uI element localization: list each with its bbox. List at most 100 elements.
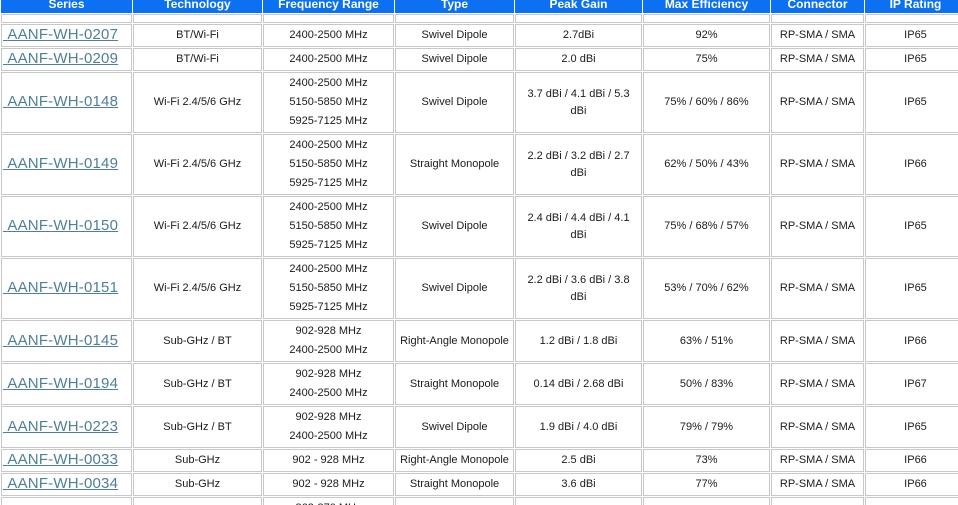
cell-technology: BT/Wi-Fi: [133, 48, 262, 71]
cell-ip-rating: IP66: [865, 134, 958, 195]
cropped-cell: [1, 14, 132, 23]
cell-ip-rating: IP66: [865, 473, 958, 496]
cell-frequency-range: 2400-2500 MHz 5150-5850 MHz 5925-7125 MHz: [263, 258, 394, 319]
cell-series: AANF-WH-0149: [1, 134, 132, 195]
table-header-row: Series Technology Frequency Range Type Peak …: [1, 0, 958, 13]
series-link[interactable]: AANF-WH-0194: [7, 374, 119, 392]
frequency-line: 2400-2500 MHz: [289, 201, 368, 213]
cell-peak-gain: 0.14 dBi / 2.68 dBi: [515, 363, 642, 405]
cell-technology: Wi-Fi 2.4/5/6 GHz: [133, 258, 262, 319]
series-link[interactable]: AANF-WH-0223: [7, 417, 119, 435]
cell-peak-gain: 1.3 dBi / 1.8 dBi: [515, 497, 642, 505]
cell-peak-gain: 1.9 dBi / 4.0 dBi: [515, 406, 642, 448]
frequency-line: 5925-7125 MHz: [289, 301, 368, 313]
cell-connector: RP-SMA / SMA: [771, 449, 864, 472]
cell-max-efficiency: 73%: [643, 449, 770, 472]
cell-connector: RP-SMA / SMA: [771, 196, 864, 257]
frequency-line: 5925-7125 MHz: [289, 115, 368, 127]
cell-connector: RP-SMA / SMA: [771, 473, 864, 496]
cell-max-efficiency: 63% / 51%: [643, 320, 770, 362]
cropped-cell: [133, 14, 262, 23]
frequency-line: 902 - 928 MHz: [292, 454, 365, 466]
cell-peak-gain: 2.7dBi: [515, 24, 642, 47]
cell-frequency-range: 902-928 MHz 2400-2500 MHz: [263, 406, 394, 448]
cell-ip-rating: IP65: [865, 258, 958, 319]
cell-technology: Wi-Fi 2.4/5/6 GHz: [133, 134, 262, 195]
cell-max-efficiency: 75% / 60% / 86%: [643, 72, 770, 133]
cell-series: AANF-WH-0148: [1, 72, 132, 133]
column-header-peak_gain: Peak Gain: [515, 0, 642, 13]
cell-peak-gain: 2.4 dBi / 4.4 dBi / 4.1 dBi: [515, 196, 642, 257]
cell-frequency-range: 902-928 MHz 2400-2500 MHz: [263, 363, 394, 405]
cell-max-efficiency: 62% / 50% / 43%: [643, 134, 770, 195]
frequency-line: 5150-5850 MHz: [289, 220, 368, 232]
cell-ip-rating: IP65: [865, 497, 958, 505]
column-header-type: Type: [395, 0, 514, 13]
frequency-line: 2400-2500 MHz: [289, 77, 368, 89]
table-row: AANF-WH-0148 Wi-Fi 2.4/5/6 GHz 2400-2500 M…: [1, 72, 958, 133]
cell-series: AANF-WH-0145: [1, 320, 132, 362]
cropped-cell: [263, 14, 394, 23]
cell-ip-rating: IP66: [865, 449, 958, 472]
frequency-line: 5925-7125 MHz: [289, 239, 368, 251]
cell-technology: Sub-GHz / BT: [133, 363, 262, 405]
cell-max-efficiency: 92%: [643, 24, 770, 47]
series-link[interactable]: AANF-WH-0033: [7, 451, 119, 468]
frequency-line: 902-928 MHz: [295, 411, 362, 423]
cell-max-efficiency: 75%: [643, 48, 770, 71]
cell-type: Straight Monopole: [395, 363, 514, 405]
frequency-line: 5150-5850 MHz: [289, 96, 368, 108]
cell-series: AANF-WH-0033: [1, 449, 132, 472]
column-header-connector: Connector: [771, 0, 864, 13]
cell-ip-rating: IP65: [865, 48, 958, 71]
series-link[interactable]: AANF-WH-0148: [7, 93, 119, 110]
cell-ip-rating: IP67: [865, 363, 958, 405]
cell-type: Swivel Dipole: [395, 406, 514, 448]
cell-technology: BT/Wi-Fi: [133, 24, 262, 47]
cell-ip-rating: IP65: [865, 72, 958, 133]
table-row: AANF-WH-0034 Sub-GHz 902 - 928 MHz Straight…: [1, 473, 958, 496]
cell-connector: RP-SMA / SMA: [771, 24, 864, 47]
series-link[interactable]: AANF-WH-0209: [7, 50, 119, 67]
cell-max-efficiency: 79% / 79%: [643, 406, 770, 448]
cell-frequency-range: 2400-2500 MHz: [263, 48, 394, 71]
cell-connector: RP-SMA / SMA: [771, 72, 864, 133]
series-link[interactable]: AANF-WH-0151: [7, 279, 119, 296]
cell-peak-gain: 3.6 dBi: [515, 473, 642, 496]
frequency-line: 902-928 MHz: [295, 325, 362, 337]
series-link[interactable]: AANF-WH-0150: [7, 217, 119, 234]
cell-peak-gain: 2.5 dBi: [515, 449, 642, 472]
frequency-line: 5150-5850 MHz: [289, 158, 368, 170]
cell-frequency-range: 902-928 MHz 2400-2500 MHz: [263, 320, 394, 362]
series-link[interactable]: AANF-WH-0145: [7, 331, 119, 349]
cell-connector: RP-SMA / SMA: [771, 258, 864, 319]
cell-series: AANF-WH-0039: [1, 497, 132, 505]
cell-series: AANF-WH-0150: [1, 196, 132, 257]
frequency-line: 2400-2500 MHz: [289, 344, 368, 356]
cell-type: Swivel Dipole: [395, 196, 514, 257]
cropped-cell: [643, 14, 770, 23]
series-link[interactable]: AANF-WH-0034: [7, 475, 119, 492]
cell-type: Right-Angle Monopole: [395, 449, 514, 472]
frequency-line: 902-928 MHz: [295, 368, 362, 380]
cropped-cell: [771, 14, 864, 23]
table-row: AANF-WH-0223 Sub-GHz / BT 902-928 MHz 2400-…: [1, 406, 958, 448]
frequency-line: 2400-2500 MHz: [289, 387, 368, 399]
frequency-line: 2400-2500 MHz: [289, 29, 368, 41]
frequency-line: 2400-2500 MHz: [289, 139, 368, 151]
cell-max-efficiency: 85% / 84%: [643, 497, 770, 505]
cell-frequency-range: 902 - 928 MHz: [263, 449, 394, 472]
cell-ip-rating: IP65: [865, 196, 958, 257]
series-link[interactable]: AANF-WH-0207: [7, 26, 119, 43]
cell-series: AANF-WH-0209: [1, 48, 132, 71]
series-link[interactable]: AANF-WH-0149: [7, 155, 119, 172]
cell-type: Straight Monopole: [395, 134, 514, 195]
column-header-max_efficiency: Max Efficiency: [643, 0, 770, 13]
column-header-frequency: Frequency Range: [263, 0, 394, 13]
cell-frequency-range: 2400-2500 MHz: [263, 24, 394, 47]
cell-max-efficiency: 50% / 83%: [643, 363, 770, 405]
frequency-line: 902 - 928 MHz: [292, 478, 365, 490]
table-row: AANF-WH-0209 BT/Wi-Fi 2400-2500 MHz Swivel …: [1, 48, 958, 71]
column-header-technology: Technology: [133, 0, 262, 13]
